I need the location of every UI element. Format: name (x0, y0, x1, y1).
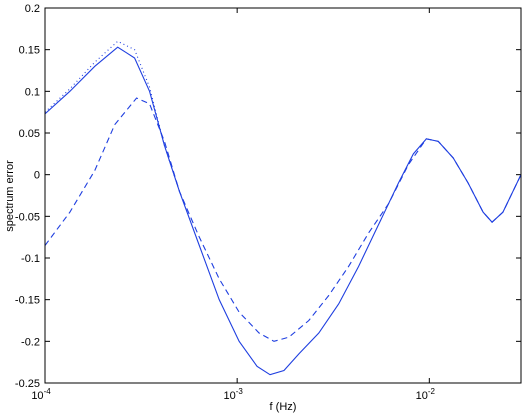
x-tick-base: 10 (416, 390, 428, 402)
y-axis-label: spectrum error (4, 160, 16, 232)
line-series (45, 97, 521, 342)
y-tick-label: -0.1 (21, 253, 40, 265)
line-series (45, 40, 180, 192)
y-tick-label: 0.2 (25, 3, 40, 15)
y-tick-label: -0.25 (15, 378, 40, 390)
x-tick-base: 10 (223, 390, 235, 402)
x-tick-exponent: -3 (236, 387, 244, 396)
x-tick-label: 10-4 (31, 387, 51, 402)
x-tick-label: 10-3 (223, 387, 243, 402)
y-tick-label: -0.15 (15, 295, 40, 307)
plot-area (45, 40, 521, 376)
y-tick-label: 0.05 (19, 128, 40, 140)
y-tick-label: -0.2 (21, 336, 40, 348)
x-axis-label: f (Hz) (270, 401, 297, 413)
plot-frame (44, 7, 522, 384)
x-tick-exponent: -4 (44, 387, 52, 396)
y-tick-label: 0.15 (19, 45, 40, 57)
y-tick-label: 0.1 (25, 86, 40, 98)
x-tick-exponent: -2 (428, 387, 436, 396)
y-tick-label: -0.05 (15, 211, 40, 223)
x-tick-label: 10-2 (416, 387, 436, 402)
x-tick-base: 10 (31, 390, 43, 402)
y-tick-label: 0 (34, 170, 40, 182)
